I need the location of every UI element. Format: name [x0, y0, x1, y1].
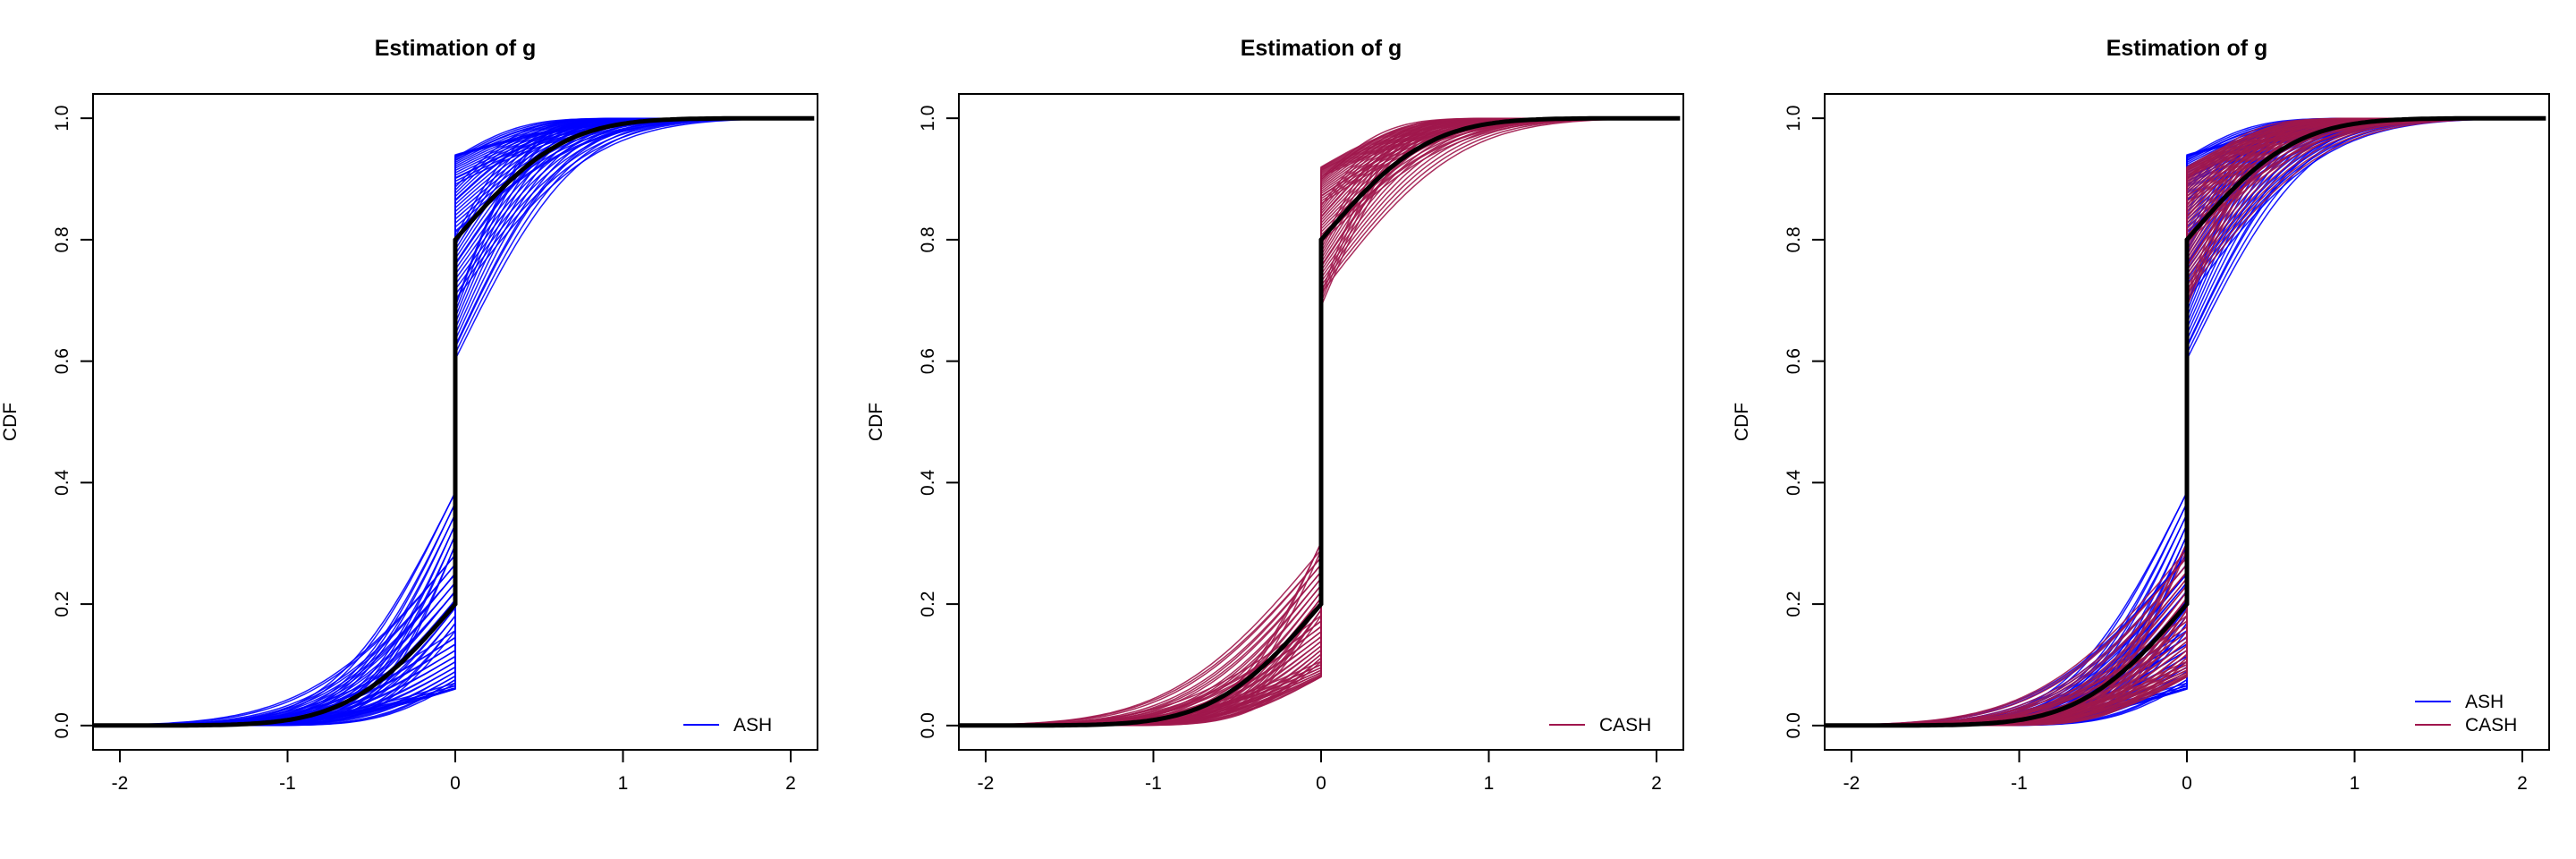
y-tick-label: 0.6 — [1784, 348, 1804, 374]
series-cash — [1825, 117, 2545, 727]
x-tick-label: 1 — [2350, 773, 2360, 794]
y-tick-label: 0.6 — [918, 348, 938, 374]
x-axis: -2 -1 0 1 2 — [1843, 750, 2528, 794]
y-tick-label: 0.4 — [918, 469, 938, 496]
x-tick-label: -2 — [1843, 773, 1860, 794]
true-cdf-line — [959, 115, 1681, 728]
x-tick-label: 1 — [1484, 773, 1495, 794]
chart-title: Estimation of g — [375, 36, 537, 61]
legend-label: CASH — [1599, 715, 1651, 736]
y-tick-label: 0.0 — [52, 712, 72, 738]
curves — [1825, 115, 2546, 728]
y-axis-label: CDF — [866, 403, 886, 441]
y-tick-label: 0.8 — [1784, 226, 1804, 252]
legend-item-cash: CASH — [1549, 715, 1651, 736]
y-tick-label: 1.0 — [918, 106, 938, 132]
series-ash — [93, 117, 813, 727]
y-tick-label: 0.8 — [52, 226, 72, 252]
y-axis-label: CDF — [0, 403, 21, 441]
x-tick-label: 2 — [1651, 773, 1662, 794]
y-axis: 0.0 0.2 0.4 0.6 0.8 1.0 — [1784, 106, 1825, 738]
legend: ASH CASH — [2415, 692, 2517, 736]
y-tick-label: 1.0 — [1784, 106, 1804, 132]
legend-label: CASH — [2465, 715, 2517, 736]
legend-label: ASH — [2465, 692, 2504, 712]
legend-item-cash: CASH — [2415, 715, 2517, 736]
chart-title: Estimation of g — [1241, 36, 1402, 61]
y-tick-label: 0.2 — [52, 591, 72, 617]
x-tick-label: -1 — [1145, 773, 1162, 794]
x-tick-label: 2 — [2517, 773, 2528, 794]
estimated-cdf-curve — [93, 117, 813, 727]
y-tick-label: 0.6 — [52, 348, 72, 374]
curves — [93, 115, 815, 728]
y-tick-label: 0.0 — [918, 712, 938, 738]
x-tick-label: -1 — [2011, 773, 2028, 794]
y-tick-label: 0.2 — [1784, 591, 1804, 617]
chart-title: Estimation of g — [2106, 36, 2268, 61]
x-tick-label: -2 — [978, 773, 995, 794]
y-tick-label: 0.4 — [1784, 469, 1804, 496]
x-tick-label: 1 — [618, 773, 629, 794]
series-true-cdf — [93, 115, 815, 728]
x-tick-label: 0 — [450, 773, 461, 794]
x-tick-label: 0 — [1316, 773, 1326, 794]
legend-item-ash: ASH — [2415, 692, 2504, 712]
series-true-cdf — [1825, 115, 2546, 728]
estimated-cdf-curve — [1825, 117, 2545, 727]
chart-panel-3: Estimation of g CDF -2 -1 0 1 2 0.0 0.2 0.4 0.6 0.8… — [1732, 36, 2550, 794]
legend-item-ash: ASH — [683, 715, 772, 736]
y-tick-label: 0.0 — [1784, 712, 1804, 738]
x-tick-label: -1 — [279, 773, 296, 794]
x-axis: -2 -1 0 1 2 — [978, 750, 1662, 794]
y-tick-label: 0.8 — [918, 226, 938, 252]
x-tick-label: 0 — [2182, 773, 2192, 794]
y-tick-label: 1.0 — [52, 106, 72, 132]
series-cash — [959, 117, 1679, 727]
y-tick-label: 0.2 — [918, 591, 938, 617]
chart-panel-1: Estimation of g CDF -2 -1 0 1 2 0.0 0.2 0.4 0.6 0.8… — [0, 36, 818, 794]
y-axis: 0.0 0.2 0.4 0.6 0.8 1.0 — [918, 106, 959, 738]
true-cdf-line — [93, 115, 815, 728]
series-true-cdf — [959, 115, 1681, 728]
y-axis-label: CDF — [1732, 403, 1752, 441]
x-tick-label: -2 — [112, 773, 129, 794]
true-cdf-line — [1825, 115, 2546, 728]
x-axis: -2 -1 0 1 2 — [112, 750, 796, 794]
estimated-cdf-curve — [959, 117, 1679, 727]
y-axis: 0.0 0.2 0.4 0.6 0.8 1.0 — [52, 106, 93, 738]
chart-panel-2: Estimation of g CDF -2 -1 0 1 2 0.0 0.2 0.4 0.6 0.8… — [866, 36, 1684, 794]
legend: CASH — [1549, 715, 1651, 736]
legend: ASH — [683, 715, 772, 736]
y-tick-label: 0.4 — [52, 469, 72, 496]
legend-label: ASH — [733, 715, 772, 736]
curves — [959, 115, 1681, 728]
x-tick-label: 2 — [785, 773, 796, 794]
